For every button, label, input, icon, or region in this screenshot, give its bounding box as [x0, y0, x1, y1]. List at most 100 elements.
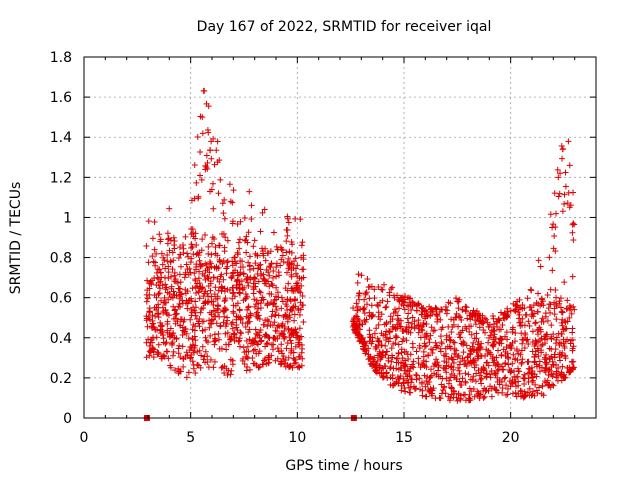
- data-point: [559, 146, 566, 153]
- data-point: [154, 351, 161, 358]
- data-point: [240, 297, 247, 304]
- data-point: [252, 334, 259, 341]
- data-point: [466, 328, 473, 335]
- data-point: [266, 352, 273, 359]
- data-point: [234, 276, 241, 283]
- data-point: [164, 289, 171, 296]
- data-point: [562, 319, 569, 326]
- data-point: [194, 283, 201, 290]
- data-point: [428, 366, 435, 373]
- data-point: [234, 249, 241, 256]
- data-point: [221, 369, 228, 376]
- data-point: [371, 330, 378, 337]
- data-point: [564, 200, 571, 207]
- data-point: [224, 371, 231, 378]
- data-point: [487, 351, 494, 358]
- data-point: [205, 250, 212, 257]
- data-point: [279, 320, 286, 327]
- data-point: [564, 364, 571, 371]
- data-point: [286, 334, 293, 341]
- data-point: [285, 354, 292, 361]
- data-point: [409, 361, 416, 368]
- data-point: [398, 294, 405, 301]
- data-point: [176, 303, 183, 310]
- data-point: [380, 373, 387, 380]
- data-point: [448, 316, 455, 323]
- data-point: [563, 325, 570, 332]
- data-point: [431, 327, 438, 334]
- data-point: [354, 307, 361, 314]
- data-point: [214, 252, 221, 259]
- data-point: [461, 340, 468, 347]
- data-point: [418, 326, 425, 333]
- data-point: [282, 356, 289, 363]
- data-point: [458, 316, 465, 323]
- data-point: [197, 172, 204, 179]
- data-point: [361, 296, 368, 303]
- data-point: [378, 353, 385, 360]
- data-point: [528, 287, 535, 294]
- data-point: [453, 394, 460, 401]
- data-point: [233, 324, 240, 331]
- data-point: [208, 311, 215, 318]
- data-point: [298, 349, 305, 356]
- data-point: [492, 362, 499, 369]
- data-point: [257, 272, 264, 279]
- data-point: [456, 361, 463, 368]
- data-point: [200, 356, 207, 363]
- data-point: [553, 302, 560, 309]
- data-point: [199, 343, 206, 350]
- data-point: [454, 354, 461, 361]
- data-point: [367, 334, 374, 341]
- data-point: [265, 269, 272, 276]
- data-point: [532, 381, 539, 388]
- data-point: [476, 318, 483, 325]
- data-point: [236, 281, 243, 288]
- data-point: [501, 375, 508, 382]
- data-point: [171, 269, 178, 276]
- data-point: [459, 355, 466, 362]
- data-point: [450, 359, 457, 366]
- data-point: [562, 183, 569, 190]
- data-point: [548, 322, 555, 329]
- data-point: [175, 365, 182, 372]
- data-point: [374, 335, 381, 342]
- data-point: [243, 354, 250, 361]
- data-point: [245, 282, 252, 289]
- data-point: [277, 262, 284, 269]
- data-point: [562, 355, 569, 362]
- data-point: [270, 335, 277, 342]
- data-point: [427, 385, 434, 392]
- data-point: [197, 149, 204, 156]
- data-point: [392, 334, 399, 341]
- data-point: [419, 387, 426, 394]
- data-point: [425, 352, 432, 359]
- data-point: [485, 323, 492, 330]
- data-point: [156, 231, 163, 238]
- data-point: [266, 290, 273, 297]
- data-point: [464, 315, 471, 322]
- data-point: [215, 287, 222, 294]
- data-point: [167, 364, 174, 371]
- data-point: [289, 364, 296, 371]
- data-point: [509, 360, 516, 367]
- data-point: [518, 360, 525, 367]
- data-point: [169, 266, 176, 273]
- data-point: [415, 322, 422, 329]
- data-point: [415, 355, 422, 362]
- data-point: [514, 298, 521, 305]
- data-point: [564, 297, 571, 304]
- data-point: [563, 305, 570, 312]
- data-point: [448, 385, 455, 392]
- data-point: [229, 361, 236, 368]
- data-point: [221, 196, 228, 203]
- data-point: [221, 288, 228, 295]
- data-point: [256, 288, 263, 295]
- data-point: [269, 282, 276, 289]
- data-point: [237, 269, 244, 276]
- data-point: [286, 248, 293, 255]
- data-point: [387, 318, 394, 325]
- data-point: [558, 340, 565, 347]
- data-point: [155, 291, 162, 298]
- data-point: [449, 356, 456, 363]
